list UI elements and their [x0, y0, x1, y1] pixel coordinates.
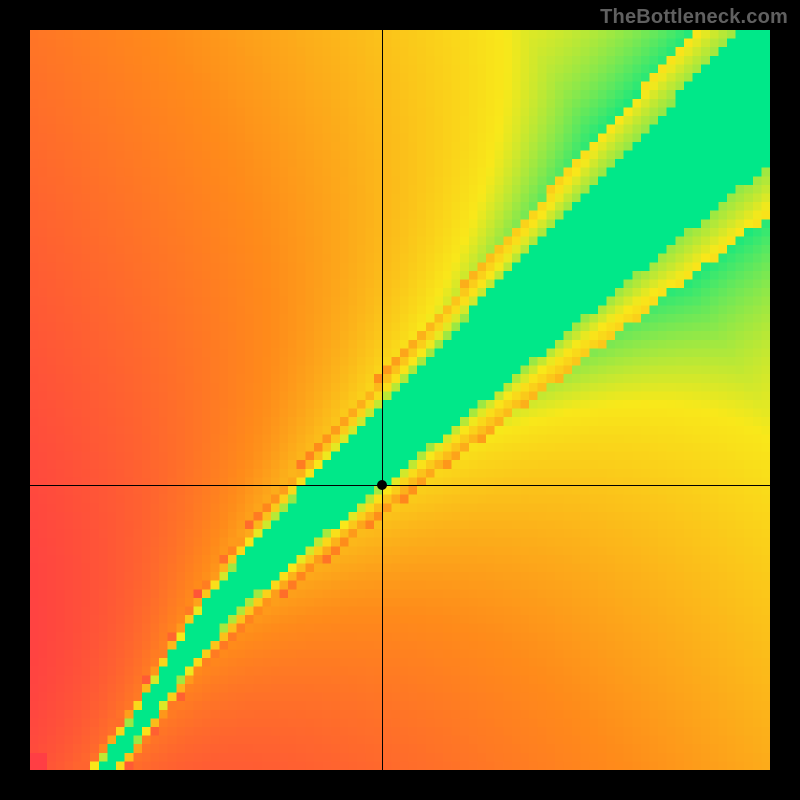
crosshair-marker	[377, 480, 387, 490]
watermark-text: TheBottleneck.com	[600, 6, 788, 29]
crosshair-horizontal	[30, 485, 770, 486]
heatmap-plot	[30, 30, 770, 770]
heatmap-canvas	[30, 30, 770, 770]
crosshair-vertical	[382, 30, 383, 770]
